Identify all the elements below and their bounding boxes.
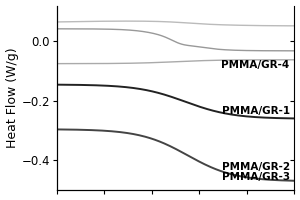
Y-axis label: Heat Flow (W/g): Heat Flow (W/g)	[6, 48, 19, 148]
Text: PMMA/GR-4: PMMA/GR-4	[221, 60, 290, 70]
Text: PMMA/GR-2: PMMA/GR-2	[222, 162, 290, 172]
Text: PMMA/GR-1: PMMA/GR-1	[222, 106, 290, 116]
Text: PMMA/GR-3: PMMA/GR-3	[222, 172, 290, 182]
